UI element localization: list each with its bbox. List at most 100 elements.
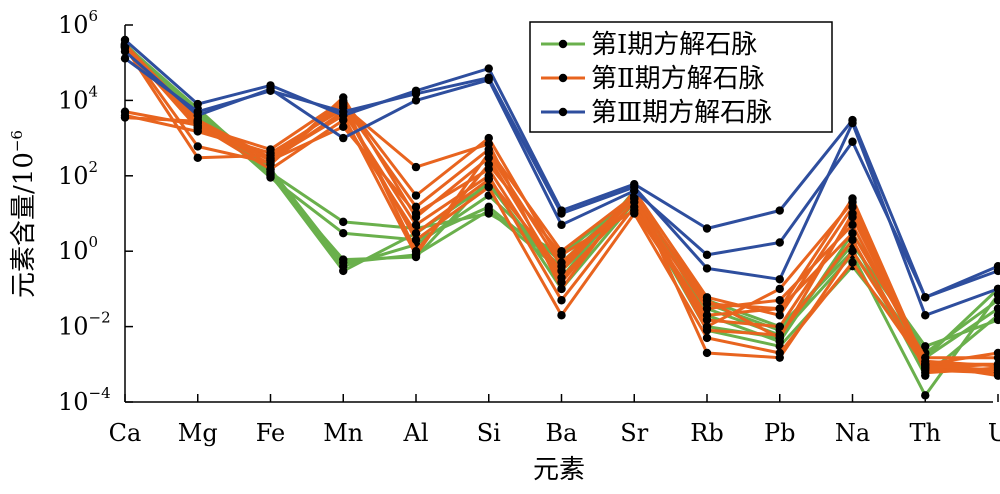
series-point (339, 229, 348, 238)
series-point (339, 107, 348, 116)
series-point (993, 348, 1000, 358)
series-point (702, 333, 712, 343)
series-layer (120, 35, 1000, 400)
series-point (484, 164, 493, 174)
series-point (848, 229, 857, 238)
series-point (848, 194, 857, 203)
series-point (775, 238, 784, 247)
series-point (775, 275, 784, 284)
y-tick-label: 10−2 (58, 309, 111, 341)
y-tick-label: 102 (58, 158, 98, 190)
x-tick-label: Th (910, 419, 941, 447)
series-point (702, 348, 712, 358)
series-point (411, 162, 421, 172)
y-tick-exponent: −4 (89, 384, 111, 402)
legend-label: 第Ⅱ期方解石脉 (591, 64, 765, 94)
legend-marker (558, 39, 568, 49)
series-point (775, 284, 784, 294)
series-point (266, 155, 275, 165)
series-point (848, 235, 857, 245)
series-point (411, 202, 421, 212)
series-point (557, 284, 566, 294)
y-tick-base: 10 (58, 86, 89, 114)
series-point (411, 229, 421, 238)
series-point (193, 142, 202, 151)
series-point (993, 368, 1000, 377)
series-point (411, 209, 421, 218)
series-point (411, 89, 421, 98)
series-point (775, 304, 784, 313)
series-group-2 (120, 39, 1000, 380)
y-axis-label-exponent: −6 (8, 130, 26, 152)
series-point (557, 250, 566, 260)
series-point (411, 96, 421, 105)
y-tick-exponent: 4 (89, 82, 99, 100)
series-point (993, 304, 1000, 313)
y-axis-label: 元素含量/10−6 (8, 130, 39, 298)
series-point (702, 326, 712, 335)
series-point (993, 360, 1000, 369)
series-point (411, 191, 421, 200)
y-tick-base: 10 (58, 11, 89, 39)
x-tick-label: Mn (323, 419, 363, 447)
x-tick-label: Sr (620, 419, 648, 447)
series-point (411, 250, 421, 260)
y-tick-label: 106 (58, 7, 98, 39)
series-point (193, 118, 202, 127)
series-group-3 (120, 35, 1000, 320)
x-tick-label: Si (477, 419, 501, 447)
series-point (775, 206, 784, 215)
legend-label: 第Ⅲ期方解石脉 (591, 98, 772, 128)
series-point (266, 86, 275, 95)
series-point (484, 182, 493, 192)
series-point (921, 311, 930, 320)
series-point (775, 330, 784, 340)
series-point (411, 235, 421, 245)
series-point (702, 315, 712, 325)
x-tick-label: Al (402, 419, 428, 447)
series-point (630, 206, 639, 215)
series-point (848, 247, 857, 256)
x-tick-label: Na (835, 419, 870, 447)
series-point (848, 258, 857, 267)
series-point (411, 220, 421, 230)
series-point (630, 182, 639, 192)
series-point (557, 262, 566, 271)
legend-marker (558, 73, 568, 83)
series-point (702, 264, 712, 273)
y-axis-label-main: 元素含量/10 (9, 152, 39, 298)
x-tick-label: Mg (178, 419, 218, 447)
series-point (848, 202, 857, 212)
series-point (339, 97, 348, 107)
series-point (484, 73, 493, 82)
series-point (775, 311, 784, 320)
series-point (484, 202, 493, 212)
series-point (993, 266, 1000, 276)
y-tick-base: 10 (58, 162, 89, 190)
series-point (484, 148, 493, 158)
legend-marker (558, 107, 568, 117)
x-axis-label: 元素 (533, 455, 585, 485)
x-tick-label: U (988, 419, 1000, 447)
series-point (557, 278, 566, 287)
series-point (193, 153, 202, 163)
series-point (848, 220, 857, 230)
series-point (848, 137, 857, 146)
series-point (193, 107, 202, 116)
x-ticks: Ca Mg Fe Mn Al Si Ba Sr Rb Pb Na Th U (109, 394, 1000, 447)
y-tick-label: 10−4 (58, 384, 111, 416)
series-point (484, 64, 493, 73)
x-tick-label: Pb (764, 419, 796, 447)
legend-label: 第Ⅰ期方解石脉 (591, 30, 757, 60)
series-point (339, 255, 348, 264)
axis-frame (124, 25, 993, 403)
series-point (339, 217, 348, 227)
x-tick-label: Ba (546, 419, 578, 447)
y-tick-exponent: −2 (89, 309, 111, 327)
series-point (339, 266, 348, 276)
y-tick-label: 104 (58, 82, 98, 114)
series-point (193, 99, 202, 109)
y-tick-label: 100 (58, 233, 98, 265)
